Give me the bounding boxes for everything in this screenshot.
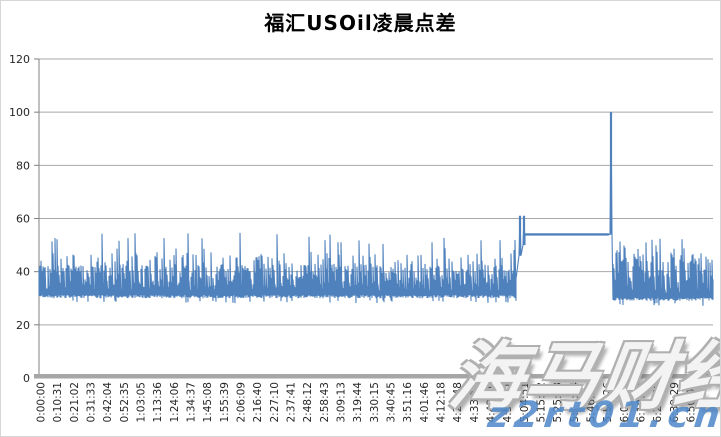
x-axis-label: 5:25:53 [552,382,564,422]
x-axis-label: 0:00:00 [36,382,48,422]
x-axis-label: 4:43:50 [485,382,497,422]
y-axis-label: 100 [9,106,30,119]
x-axis-label: 2:27:10 [269,382,281,422]
x-axis-label: 2:58:43 [319,382,331,422]
x-axis-label: 6:18:27 [635,382,647,422]
x-axis-label: 1:03:05 [135,382,147,422]
x-axis-label: 6:50:00 [685,382,697,422]
x-axis-label: 3:30:15 [369,382,381,422]
x-axis-label: 3:19:44 [352,382,364,423]
y-axis-label: 40 [16,266,30,279]
x-axis-label: 1:24:06 [169,382,181,423]
x-axis-label: 3:51:16 [402,382,414,423]
x-axis-label: 6:39:29 [669,382,681,422]
y-axis-label: 80 [16,159,30,172]
x-axis-label: 1:34:37 [185,382,197,422]
x-axis-label: 0:52:35 [119,382,131,422]
x-axis-label: 2:16:40 [252,382,264,422]
chart-title: 福汇USOil凌晨点差 [264,11,457,35]
x-axis-label: 4:01:46 [419,382,431,423]
x-axis-label: 2:48:12 [302,382,314,422]
y-axis-label: 20 [16,319,30,332]
x-axis-label: 2:37:41 [285,382,297,422]
y-axis-label: 120 [9,53,30,66]
x-axis-label: 0:31:33 [85,382,97,422]
x-axis-label: 2:06:09 [235,382,247,422]
x-axis-label: 5:36:24 [569,382,581,423]
x-axis-label: 4:12:18 [435,382,447,422]
x-axis-label: 0:21:02 [69,382,81,422]
x-axis-label: 4:54:21 [502,382,514,422]
x-axis-bar [34,374,713,379]
y-axis-label: 60 [16,213,30,226]
x-axis-label: 6:07:56 [619,382,631,423]
x-axis-label: 1:13:36 [152,382,164,423]
x-axis-label: 1:45:08 [202,382,214,422]
x-axis-label: 5:46:53 [585,382,597,422]
x-axis-label: 0:10:31 [52,382,64,422]
series-line [38,112,714,306]
x-axis-label: 1:55:39 [219,382,231,422]
x-axis-label: 4:22:48 [452,382,464,422]
x-axis-label: 0:42:04 [102,382,114,423]
x-axis-label: 3:40:45 [385,382,397,422]
x-axis-label: 6:28:58 [652,382,664,422]
x-axis-label: 5:57:26 [602,382,614,423]
y-axis-label: 0 [23,372,30,385]
x-axis-label: 5:15:22 [535,382,547,422]
x-axis-label: 3:09:13 [335,382,347,422]
x-axis-label: 4:33:19 [469,382,481,422]
x-axis-label: 5:04:51 [519,382,531,422]
